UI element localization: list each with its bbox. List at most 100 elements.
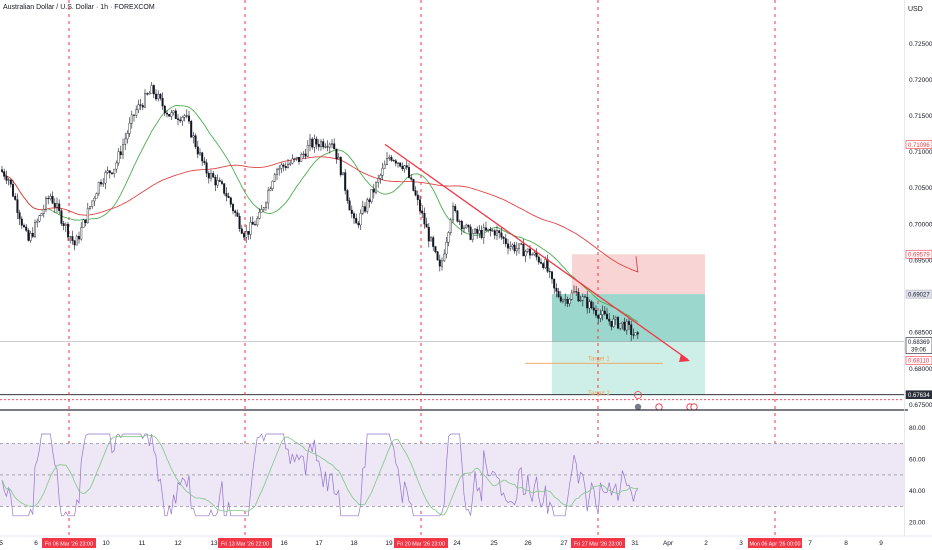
candle-body[interactable] (487, 228, 490, 231)
candle-body[interactable] (170, 112, 173, 117)
candle-body[interactable] (242, 233, 245, 238)
candle-body[interactable] (168, 113, 171, 117)
candle-body[interactable] (412, 179, 415, 191)
earnings-icon[interactable] (655, 403, 663, 411)
candle-body[interactable] (568, 299, 571, 304)
candle-body[interactable] (115, 162, 118, 170)
candle-body[interactable] (62, 223, 65, 226)
candle-body[interactable] (441, 260, 444, 267)
candle-body[interactable] (227, 195, 230, 199)
lightning-icon[interactable] (634, 391, 642, 399)
candle-body[interactable] (335, 148, 338, 160)
candle-body[interactable] (315, 138, 318, 145)
candle-body[interactable] (192, 135, 195, 138)
candle-body[interactable] (423, 213, 426, 225)
candle-body[interactable] (619, 323, 622, 329)
candle-body[interactable] (507, 243, 510, 249)
candle-body[interactable] (20, 218, 23, 226)
candle-body[interactable] (258, 211, 261, 219)
candle-body[interactable] (399, 162, 402, 167)
candle-body[interactable] (53, 203, 56, 208)
candle-body[interactable] (379, 175, 382, 179)
candle-body[interactable] (320, 141, 323, 147)
candle-body[interactable] (381, 168, 384, 176)
candle-body[interactable] (553, 278, 556, 289)
candle-body[interactable] (469, 226, 472, 240)
candle-body[interactable] (361, 206, 364, 214)
candle-body[interactable] (375, 182, 378, 193)
candle-body[interactable] (276, 169, 279, 175)
candle-body[interactable] (524, 251, 527, 257)
candle-body[interactable] (427, 227, 430, 242)
candle-body[interactable] (119, 151, 122, 155)
candle-body[interactable] (14, 196, 17, 200)
candle-body[interactable] (540, 261, 543, 264)
candle-body[interactable] (542, 263, 545, 268)
candle-body[interactable] (463, 227, 466, 230)
candle-body[interactable] (287, 164, 290, 169)
candle-body[interactable] (458, 221, 461, 223)
candle-body[interactable] (465, 224, 468, 229)
candle-body[interactable] (595, 310, 598, 316)
candle-body[interactable] (623, 321, 626, 331)
candle-body[interactable] (436, 251, 439, 261)
candle-body[interactable] (449, 219, 452, 233)
dividend-icon[interactable] (634, 403, 642, 411)
candle-body[interactable] (212, 173, 215, 178)
candle-body[interactable] (214, 177, 217, 186)
candle-body[interactable] (592, 307, 595, 311)
candle-body[interactable] (128, 122, 131, 134)
candle-body[interactable] (247, 231, 250, 235)
candle-body[interactable] (630, 324, 633, 335)
candle-body[interactable] (181, 117, 184, 122)
candle-body[interactable] (482, 227, 485, 238)
candle-body[interactable] (577, 291, 580, 302)
candle-body[interactable] (161, 98, 164, 107)
candle-body[interactable] (236, 212, 239, 217)
candle-body[interactable] (278, 168, 281, 171)
candle-body[interactable] (392, 160, 395, 162)
candle-body[interactable] (603, 310, 606, 315)
candle-body[interactable] (183, 115, 186, 118)
candle-body[interactable] (333, 143, 336, 150)
candle-body[interactable] (575, 291, 578, 293)
candle-body[interactable] (339, 157, 342, 176)
candle-body[interactable] (526, 248, 529, 252)
candle-body[interactable] (295, 157, 298, 159)
candle-body[interactable] (82, 219, 85, 228)
candle-body[interactable] (69, 236, 72, 238)
candle-body[interactable] (176, 118, 179, 121)
take-profit-zone-extended[interactable] (552, 341, 705, 395)
candle-body[interactable] (617, 317, 620, 329)
candle-body[interactable] (146, 93, 149, 95)
candle-body[interactable] (304, 153, 307, 157)
candle-body[interactable] (71, 236, 74, 241)
candle-body[interactable] (152, 85, 155, 95)
candle-body[interactable] (302, 153, 305, 155)
candle-body[interactable] (231, 204, 234, 212)
candle-body[interactable] (309, 138, 312, 146)
candle-body[interactable] (489, 228, 492, 231)
candle-body[interactable] (357, 222, 360, 226)
candle-body[interactable] (187, 115, 190, 122)
candle-body[interactable] (366, 199, 369, 212)
candle-body[interactable] (551, 271, 554, 280)
candle-body[interactable] (27, 230, 30, 241)
candle-body[interactable] (438, 259, 441, 267)
candle-body[interactable] (110, 172, 113, 174)
candle-body[interactable] (634, 332, 637, 336)
candle-body[interactable] (425, 223, 428, 228)
candle-body[interactable] (91, 200, 94, 207)
candle-body[interactable] (408, 167, 411, 178)
candle-body[interactable] (518, 243, 521, 249)
candle-body[interactable] (66, 223, 69, 238)
candle-body[interactable] (326, 146, 329, 148)
candle-body[interactable] (632, 334, 635, 336)
candle-body[interactable] (40, 213, 43, 216)
candle-body[interactable] (491, 230, 494, 232)
candle-body[interactable] (493, 230, 496, 236)
candle-body[interactable] (590, 301, 593, 309)
candle-body[interactable] (328, 143, 331, 148)
candle-body[interactable] (597, 315, 600, 319)
candle-body[interactable] (625, 321, 628, 331)
